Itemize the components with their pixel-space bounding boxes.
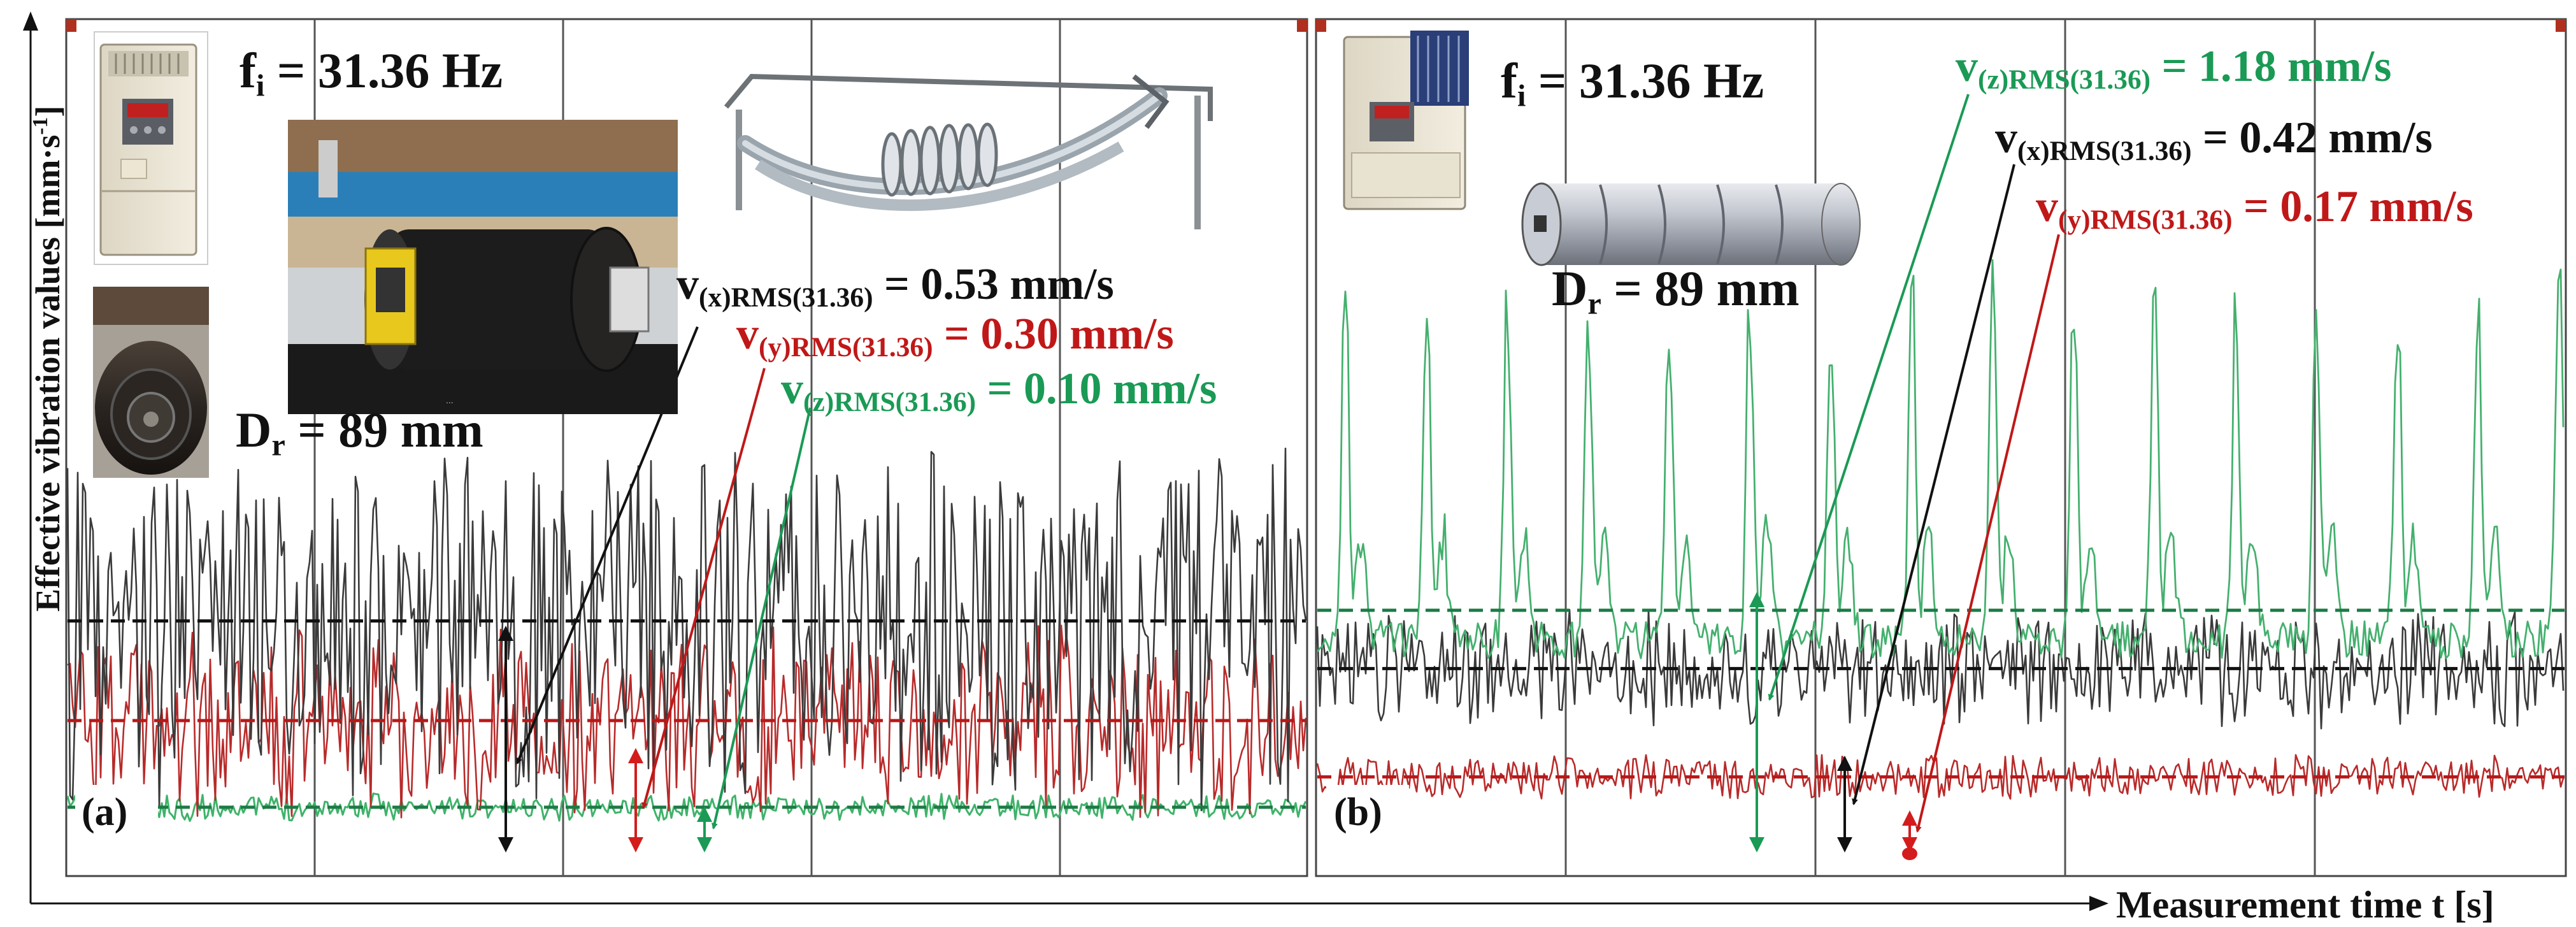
panel-a-corner-marker-right — [1297, 19, 1307, 32]
panel-b-corner-marker — [1316, 19, 1326, 32]
panel-a-series-z-signal — [66, 793, 1307, 823]
svg-text:∙∙∙: ∙∙∙ — [446, 397, 454, 407]
panel-b-vz-rms-label: v(z)RMS(31.36) = 1.18 mm/s — [1956, 42, 2392, 96]
panel-a-vx-rms-label: v(x)RMS(31.36) = 0.53 mm/s — [676, 260, 1114, 313]
panel-b-series-y-signal — [1316, 754, 2565, 800]
frequency-inverter-b-icon — [1338, 31, 1479, 215]
x-axis-arrow-icon — [2089, 896, 2108, 911]
panel-b-corner-marker-right — [2556, 19, 2566, 32]
panel-a-corner-marker — [66, 19, 76, 32]
panel-b-z-trace — [1316, 259, 2565, 659]
panel-a-z-trace — [66, 793, 1307, 823]
panel-b-series-z-signal — [1316, 259, 2565, 659]
panel-a-vy-rms-label: v(y)RMS(31.36) = 0.30 mm/s — [736, 310, 1174, 363]
curved-idler-drawing-icon — [724, 73, 1213, 229]
panel-b-vx-rms-label: v(x)RMS(31.36) = 0.42 mm/s — [1995, 113, 2433, 167]
y-axis-label: Effective vibration values [mm·s-1] — [29, 105, 67, 612]
panel-a-series-x-signal — [66, 447, 1307, 812]
frequency-inverter-icon — [94, 31, 208, 265]
panel-b-diameter-label: Dr = 89 mm — [1552, 261, 1800, 321]
panel-b-series-x-signal — [1316, 608, 2565, 729]
leader-b-z — [1768, 94, 1970, 701]
leader-b-y — [1915, 234, 2060, 833]
rms-level-lines — [68, 608, 2565, 809]
panel-b-rms-arrows — [1749, 592, 1917, 860]
panel-b-y-trace — [1316, 754, 2565, 800]
roller-end-photo-icon — [93, 287, 209, 478]
y-axis-arrow-icon — [23, 11, 38, 31]
panel-a-rms-arrows — [498, 626, 712, 852]
panel-b-label: (b) — [1331, 790, 1385, 835]
panel-a-frequency-label: fi = 31.36 Hz — [240, 43, 503, 103]
arrow-a-z-heads-icon — [697, 807, 712, 852]
leader-a-z — [711, 407, 812, 830]
panel-a-label: (a) — [79, 790, 131, 835]
panel-a-vz-rms-label: v(z)RMS(31.36) = 0.10 mm/s — [781, 364, 1217, 418]
leader-b-x — [1852, 164, 2015, 805]
marker-dot-icon — [1902, 847, 1917, 860]
arrow-b-y-heads-icon — [1902, 810, 1917, 852]
panel-b-vy-rms-label: v(y)RMS(31.36) = 0.17 mm/s — [2036, 182, 2473, 236]
panel-a-x-trace — [66, 447, 1307, 812]
panel-a-diameter-label: Dr = 89 mm — [236, 402, 483, 463]
roller-cylinder-icon — [1521, 182, 1861, 266]
panel-b-x-trace — [1316, 608, 2565, 729]
panel-b-frequency-label: fi = 31.36 Hz — [1501, 53, 1764, 113]
test-rig-photo-icon: ∙∙∙ — [288, 120, 678, 414]
x-axis-label: Measurement time t [s] — [2116, 884, 2494, 926]
leader-a-y — [641, 368, 766, 809]
